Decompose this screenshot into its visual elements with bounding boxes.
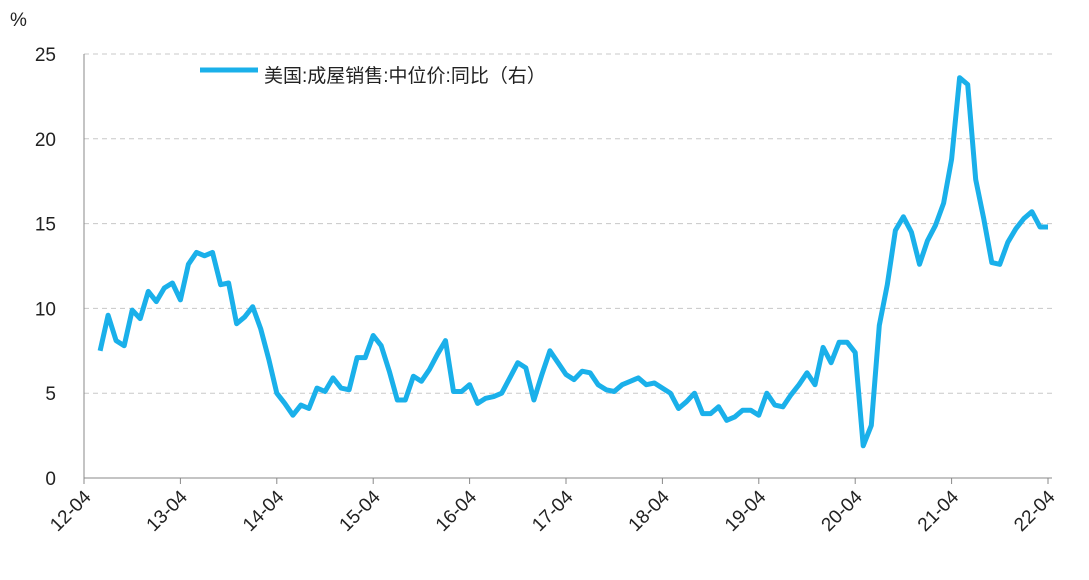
x-tick-label: 16-04 — [432, 486, 482, 536]
x-tick-label: 13-04 — [143, 486, 193, 536]
y-tick-label: 10 — [35, 299, 56, 320]
y-tick-label: 25 — [35, 45, 56, 66]
y-tick-label: 20 — [35, 130, 56, 151]
x-tick-label: 12-04 — [46, 486, 96, 536]
x-tick-label: 17-04 — [528, 486, 578, 536]
legend-label: 美国:成屋销售:中位价:同比（右） — [264, 65, 546, 87]
y-unit: % — [10, 10, 27, 31]
data-line — [97, 75, 1048, 449]
y-tick-label: 5 — [45, 384, 56, 405]
x-tick-label: 18-04 — [625, 486, 675, 536]
x-tick-label: 19-04 — [721, 486, 771, 536]
x-tick-label: 22-04 — [1010, 486, 1060, 536]
x-tick-label: 14-04 — [239, 486, 289, 536]
x-tick-label: 20-04 — [818, 486, 868, 536]
y-tick-label: 0 — [45, 469, 56, 490]
y-tick-label: 15 — [35, 215, 56, 236]
x-tick-label: 15-04 — [336, 486, 386, 536]
x-tick-label: 21-04 — [914, 486, 964, 536]
